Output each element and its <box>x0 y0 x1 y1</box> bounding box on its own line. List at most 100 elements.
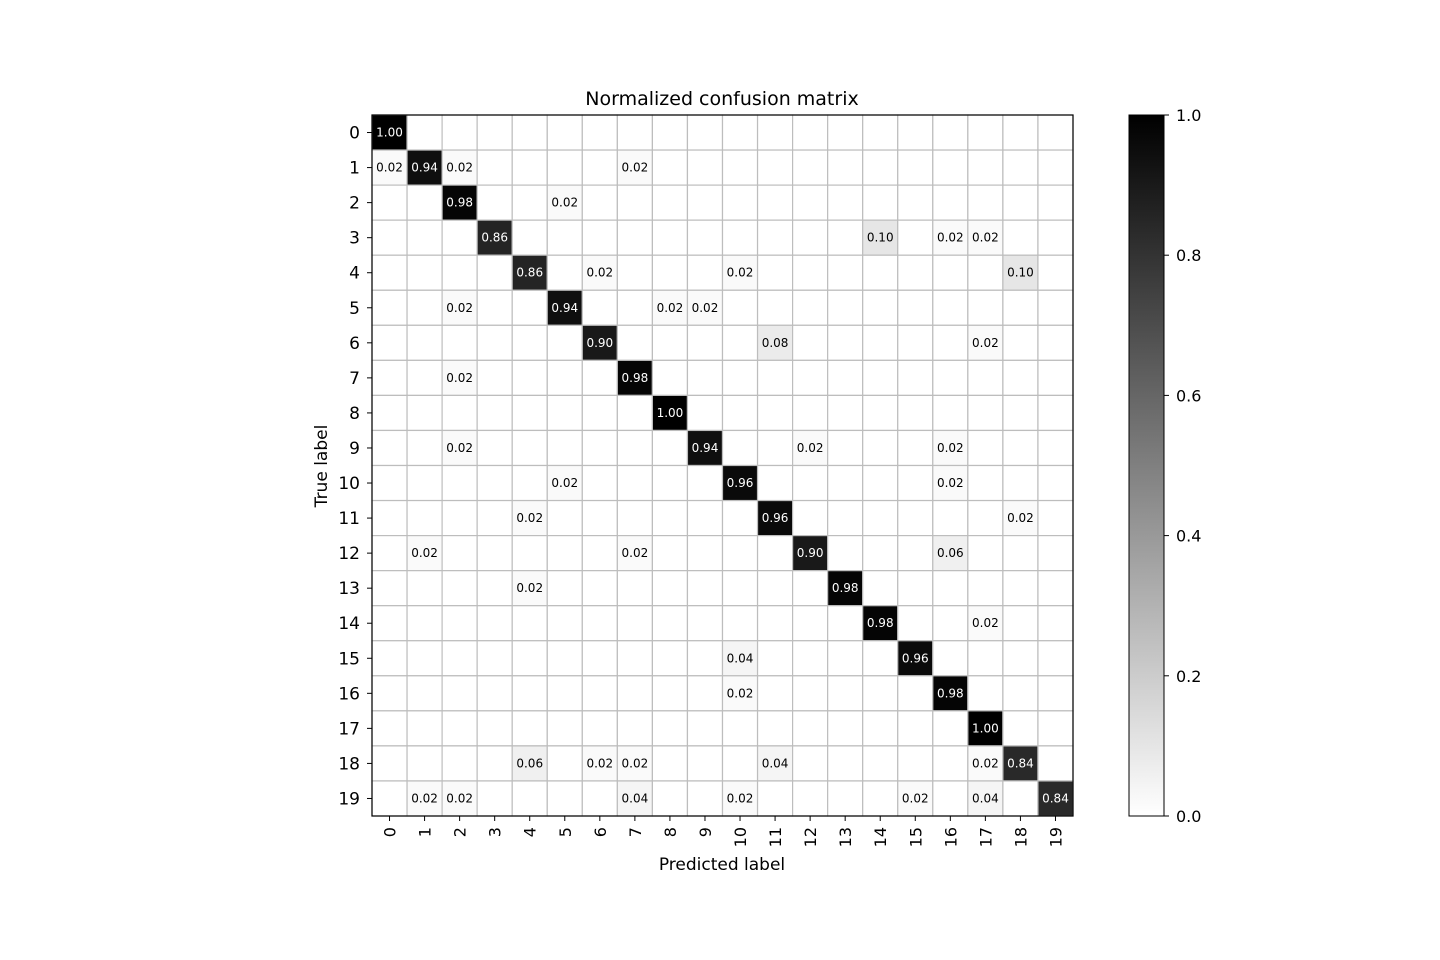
cell-value-label: 0.06 <box>516 756 543 770</box>
cell-value-label: 0.02 <box>586 266 613 280</box>
x-tick-label: 2 <box>451 827 470 837</box>
heatmap-cell <box>651 499 689 537</box>
heatmap-cell <box>1037 464 1074 502</box>
heatmap-cell <box>932 219 969 256</box>
heatmap-cell <box>511 394 548 432</box>
heatmap-cell <box>897 675 934 712</box>
heatmap-cell <box>897 499 934 537</box>
y-tick-label: 14 <box>338 614 360 634</box>
heatmap-cell <box>721 149 759 186</box>
x-tick-label: 17 <box>976 827 995 847</box>
heatmap-cell <box>616 254 653 291</box>
heatmap-cell <box>756 394 794 432</box>
heatmap-cell <box>897 710 934 747</box>
heatmap-cell <box>616 429 653 467</box>
heatmap-cell <box>1037 184 1074 221</box>
heatmap-cell <box>897 149 934 186</box>
heatmap-cell <box>791 464 829 502</box>
heatmap-cell <box>932 675 969 712</box>
heatmap-cell <box>371 219 408 256</box>
heatmap-cell <box>862 429 899 467</box>
heatmap-cell <box>721 534 759 572</box>
x-axis-label: Predicted label <box>659 855 785 875</box>
heatmap-cell <box>721 289 759 326</box>
heatmap-cell <box>932 114 969 151</box>
heatmap-cell <box>511 429 548 467</box>
heatmap-cell <box>897 780 934 817</box>
heatmap-cell <box>441 289 478 326</box>
y-tick-label: 5 <box>349 299 360 319</box>
cell-value-label: 0.02 <box>622 161 649 175</box>
heatmap-cell <box>371 780 408 817</box>
heatmap-cell <box>476 114 513 151</box>
heatmap-cell <box>967 429 1004 467</box>
cell-value-label: 0.02 <box>972 336 999 350</box>
heatmap-cell <box>476 324 513 361</box>
heatmap-cell <box>897 219 934 256</box>
heatmap-cell <box>546 219 583 256</box>
y-tick-label: 15 <box>338 649 360 669</box>
heatmap-cell <box>932 780 969 817</box>
heatmap-cell <box>686 780 724 817</box>
heatmap-cell <box>1037 570 1074 607</box>
heatmap-cell <box>686 359 724 397</box>
heatmap-cell <box>827 780 864 817</box>
heatmap-cell <box>721 359 759 397</box>
heatmap-cell <box>686 254 724 291</box>
x-tick-label: 14 <box>871 827 890 847</box>
heatmap-cell <box>476 640 513 677</box>
x-tick-label: 15 <box>906 827 925 847</box>
cell-value-label: 0.02 <box>727 686 754 700</box>
heatmap-cell <box>546 254 583 291</box>
cell-value-label: 0.02 <box>446 161 473 175</box>
heatmap-cell <box>862 640 899 677</box>
heatmap-cell <box>371 184 408 221</box>
heatmap-cell <box>967 324 1004 361</box>
heatmap-cell <box>967 640 1004 677</box>
heatmap-cell <box>862 289 899 326</box>
heatmap-cell <box>897 359 934 397</box>
heatmap-cell <box>897 184 934 221</box>
heatmap-cell <box>756 464 794 502</box>
y-tick-label: 17 <box>338 719 360 739</box>
heatmap-cell <box>441 780 478 817</box>
y-tick-label: 18 <box>338 754 360 774</box>
heatmap-cell <box>651 605 689 642</box>
heatmap-cell <box>932 605 969 642</box>
heatmap-cell <box>756 780 794 817</box>
heatmap-cell <box>1037 394 1074 432</box>
heatmap-cell <box>862 394 899 432</box>
heatmap-cell <box>546 570 583 607</box>
heatmap-cell <box>511 254 548 291</box>
heatmap-cell <box>476 570 513 607</box>
heatmap-cell <box>897 114 934 151</box>
heatmap-cell <box>721 499 759 537</box>
heatmap-cell <box>932 289 969 326</box>
heatmap-cell <box>476 745 513 782</box>
heatmap-cell <box>756 710 794 747</box>
heatmap-cell <box>1002 570 1039 607</box>
heatmap-cell <box>686 219 724 256</box>
y-tick-label: 7 <box>349 369 360 389</box>
cell-value-label: 0.02 <box>692 301 719 315</box>
heatmap-cell <box>371 640 408 677</box>
heatmap-cell <box>581 605 618 642</box>
heatmap-cell <box>406 640 443 677</box>
heatmap-cell <box>581 359 618 397</box>
heatmap-cell <box>616 289 653 326</box>
heatmap-cell <box>686 675 724 712</box>
heatmap-cell <box>406 710 443 747</box>
heatmap-cell <box>756 675 794 712</box>
heatmap-cell <box>721 324 759 361</box>
heatmap-cell <box>686 289 724 326</box>
heatmap-cell <box>791 324 829 361</box>
heatmap-cell <box>651 324 689 361</box>
colorbar <box>1128 114 1165 817</box>
colorbar-tick-label: 0.0 <box>1176 807 1201 826</box>
heatmap-cell <box>686 745 724 782</box>
heatmap-cell <box>1002 394 1039 432</box>
heatmap-cell <box>441 219 478 256</box>
cell-value-label: 1.00 <box>972 721 999 735</box>
heatmap-cell <box>932 745 969 782</box>
heatmap-cell <box>791 605 829 642</box>
